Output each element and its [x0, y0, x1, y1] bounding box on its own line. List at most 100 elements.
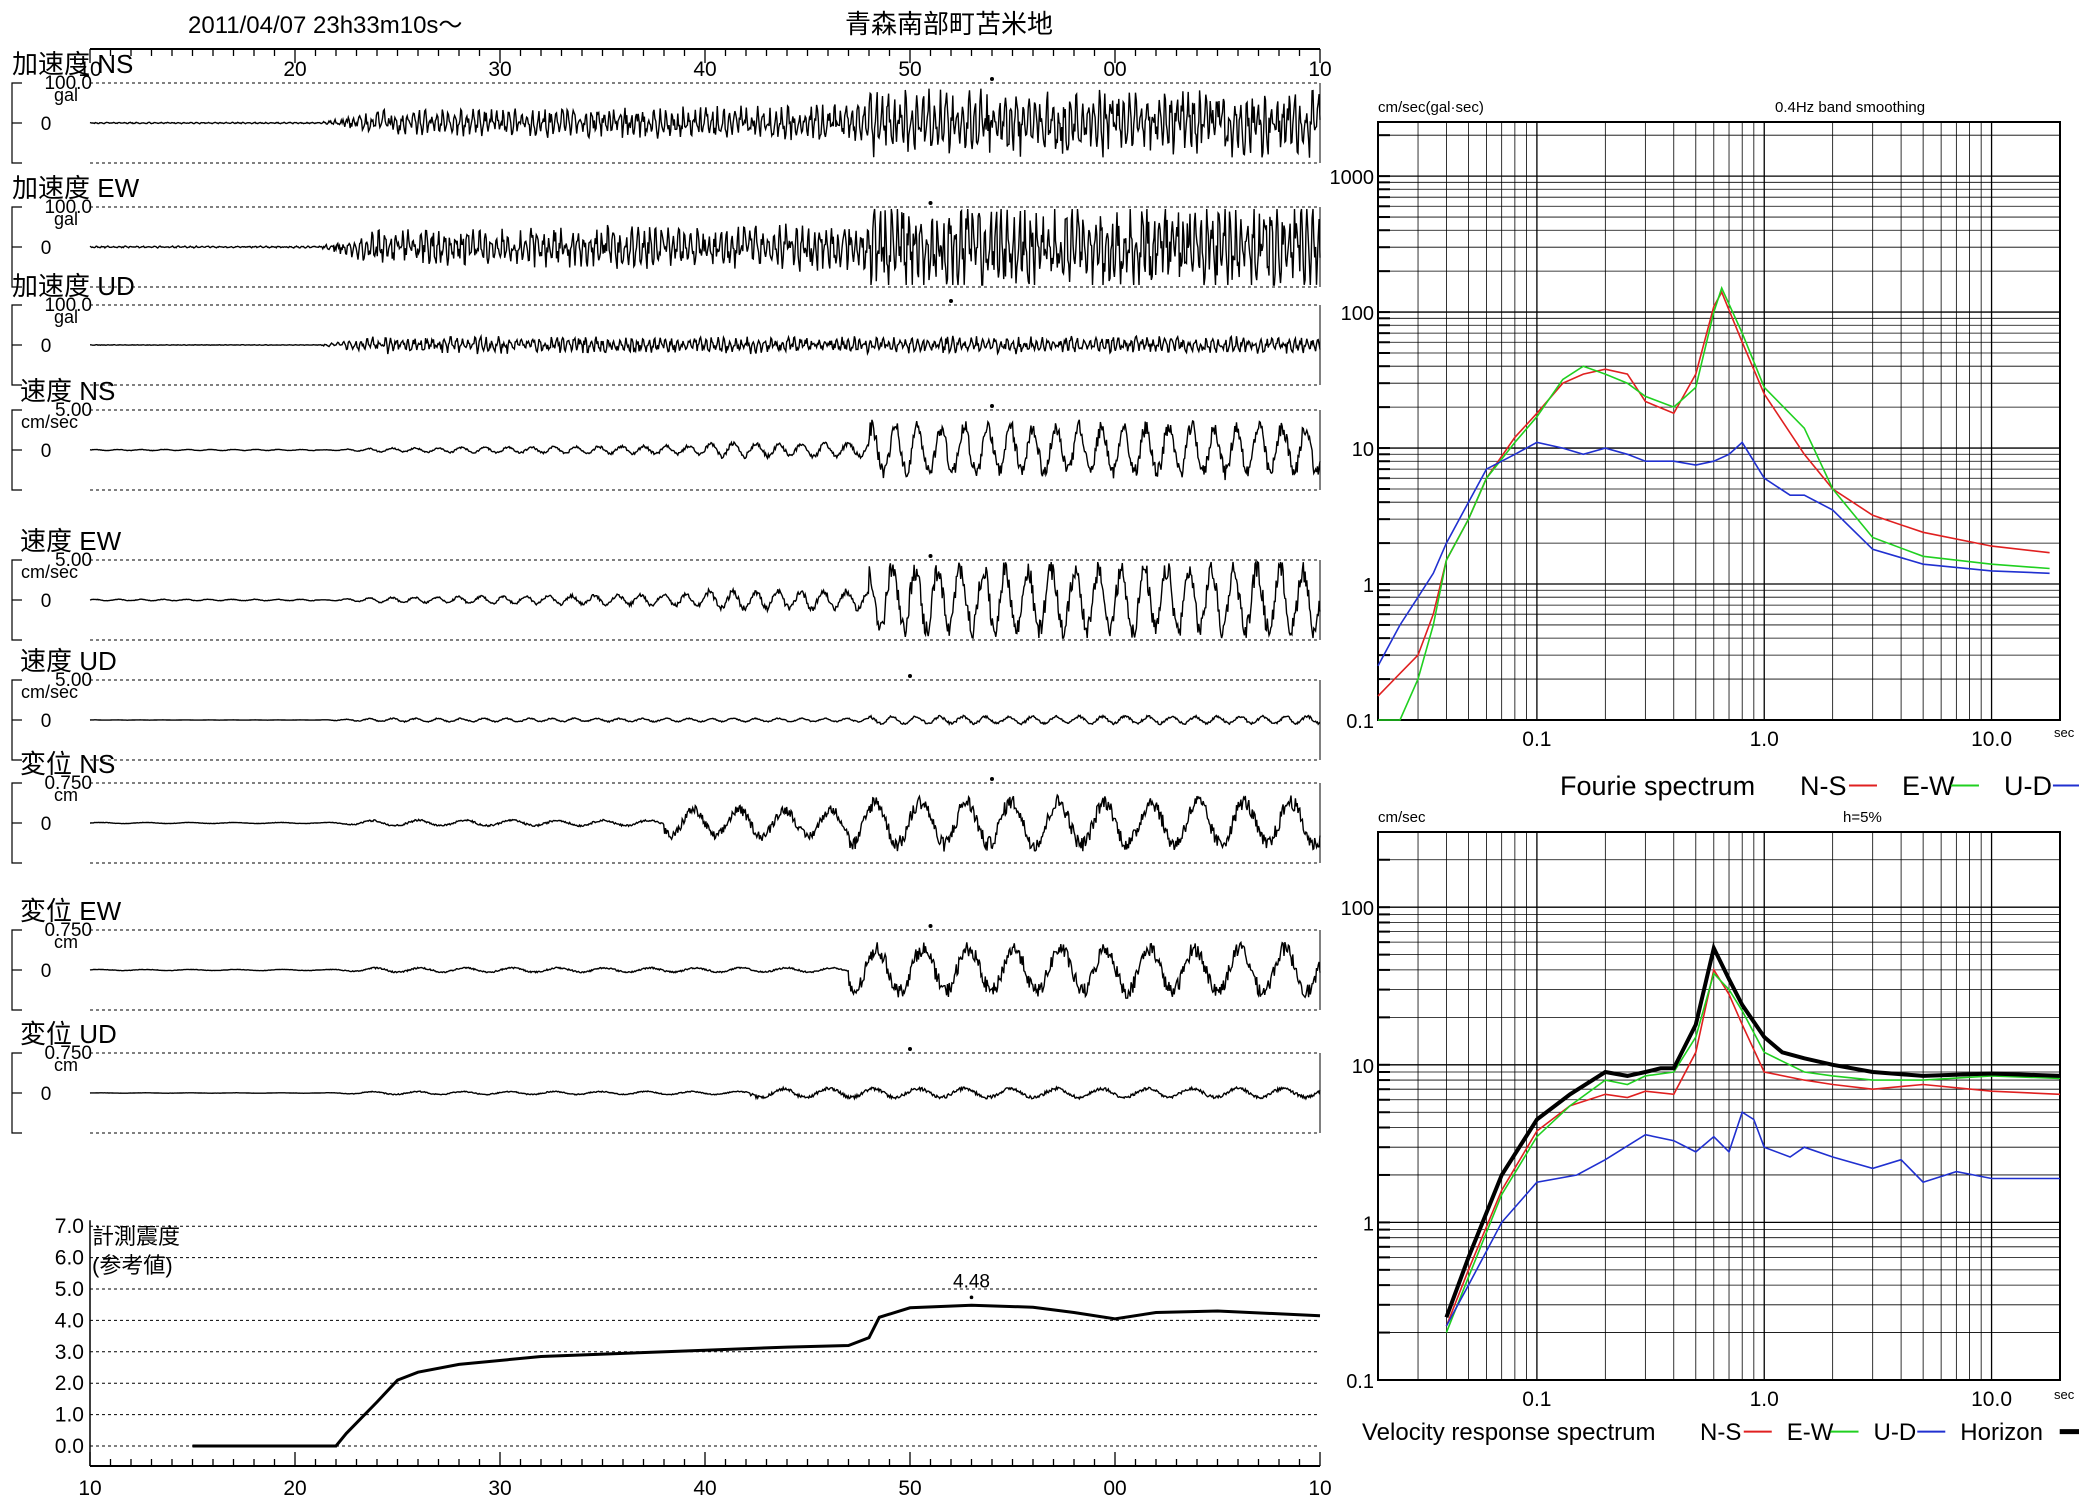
panel-label: 速度 NS — [20, 376, 115, 406]
x-tick-label: 10.0 — [1971, 1388, 2012, 1411]
panel-unit: gal — [54, 209, 78, 229]
panel-zero: 0 — [41, 238, 52, 259]
panel-zero: 0 — [41, 1084, 52, 1105]
x-tick-label: 10.0 — [1971, 728, 2012, 751]
panel-unit: cm — [54, 932, 78, 952]
station-name: 青森南部町苫米地 — [845, 9, 1053, 39]
record-datetime: 2011/04/07 23h33m10s〜 — [188, 12, 462, 39]
time-tick-label: 50 — [898, 58, 921, 81]
series-line-e-w — [1378, 285, 2050, 721]
time-tick-label: 10 — [1308, 1477, 1331, 1500]
time-tick-label: 50 — [898, 1477, 921, 1500]
waveform-trace — [89, 208, 1321, 286]
panel-unit: cm/sec — [21, 682, 78, 702]
time-tick-label: 40 — [693, 1477, 716, 1500]
y-tick-label: 1 — [1363, 575, 1374, 597]
time-tick-label: 10 — [1308, 58, 1331, 81]
waveform-trace — [89, 1085, 1321, 1101]
x-tick-label: 0.1 — [1522, 728, 1551, 751]
panel-label: 変位 NS — [20, 749, 115, 779]
series-line-u-d — [1377, 441, 2050, 667]
response-legend: Velocity response spectrum N-S E-W U-D Hori… — [1362, 1419, 2079, 1446]
x-tick-label: 1.0 — [1750, 728, 1779, 751]
intensity-line — [192, 1303, 1321, 1448]
y-tick-label: 10 — [1352, 439, 1374, 461]
waveform-trace — [89, 559, 1321, 640]
panel-unit: gal — [54, 307, 78, 327]
peak-marker — [908, 674, 912, 678]
legend-label: E-W — [1787, 1419, 1834, 1446]
intensity-tick-label: 0.0 — [55, 1435, 84, 1458]
panel-scale: 5.00 — [55, 550, 92, 571]
panel-label: 加速度 UD — [12, 271, 135, 301]
panel-zero: 0 — [41, 961, 52, 982]
panel-unit: cm — [54, 785, 78, 805]
panel-zero: 0 — [41, 336, 52, 357]
peak-marker — [990, 404, 994, 408]
fourier-x-unit: sec — [2054, 725, 2075, 740]
intensity-tick-label: 7.0 — [55, 1215, 84, 1238]
waveform-trace — [89, 714, 1321, 726]
x-tick-label: 1.0 — [1750, 1388, 1779, 1411]
intensity-chart: 計測震度 (参考値) 7.0 6.0 5.0 4.0 3.0 2.0 1.0 0.0 4.48 — [55, 1215, 1321, 1466]
waveform-trace — [89, 88, 1321, 158]
y-tick-label: 0.1 — [1346, 1371, 1374, 1393]
intensity-tick-label: 3.0 — [55, 1341, 84, 1364]
panel-label: 加速度 EW — [12, 173, 140, 203]
response-legend-title: Velocity response spectrum — [1362, 1419, 1655, 1446]
panel-scale: 0.750 — [44, 920, 92, 941]
time-tick-label: 00 — [1103, 1477, 1126, 1500]
response-y-unit: cm/sec — [1378, 809, 1426, 826]
intensity-tick-label: 4.0 — [55, 1309, 84, 1332]
legend-label: N-S — [1700, 1419, 1741, 1446]
peak-marker — [928, 201, 933, 205]
panel-unit: cm — [54, 1055, 78, 1075]
peak-marker — [928, 554, 933, 558]
bottom-time-axis: 10 20 30 40 50 00 10 — [78, 1452, 1332, 1500]
series-line-u-d — [1445, 1110, 2060, 1327]
x-tick-label: 0.1 — [1522, 1388, 1551, 1411]
intensity-tick-label: 1.0 — [55, 1404, 84, 1427]
response-spectrum-chart: cm/sec h=5% sec 0.1 1.0 10.0 0.1 1 10 100 — [1341, 809, 2075, 1411]
panel-scale: 5.00 — [55, 670, 92, 691]
top-time-axis: 10 20 30 40 50 00 10 — [78, 48, 1332, 81]
panel-zero: 0 — [41, 441, 52, 462]
panel-scale: 100.0 — [44, 73, 92, 94]
panel-zero: 0 — [41, 814, 52, 835]
peak-marker — [990, 77, 994, 81]
panel-zero: 0 — [41, 711, 52, 732]
series-line-n-s — [1445, 967, 2061, 1327]
response-note: h=5% — [1843, 809, 1882, 826]
panel-scale: 100.0 — [44, 197, 92, 218]
waveform-trace — [89, 940, 1321, 999]
waveform-trace — [89, 419, 1321, 481]
response-x-unit: sec — [2054, 1387, 2075, 1402]
time-tick-label: 40 — [693, 58, 716, 81]
intensity-max-label: 4.48 — [953, 1271, 990, 1292]
time-tick-label: 10 — [78, 58, 101, 81]
legend-label: N-S — [1800, 771, 1847, 801]
time-tick-label: 20 — [283, 58, 306, 81]
y-tick-label: 100 — [1341, 303, 1374, 325]
y-tick-label: 0.1 — [1346, 711, 1374, 733]
intensity-label-2: (参考値) — [92, 1253, 173, 1278]
panel-scale: 100.0 — [44, 295, 92, 316]
fourier-note: 0.4Hz band smoothing — [1775, 99, 1925, 116]
intensity-max-marker — [969, 1295, 974, 1300]
fourier-legend-title: Fourie spectrum — [1560, 771, 1755, 801]
time-tick-label: 00 — [1103, 58, 1126, 81]
time-tick-label: 30 — [488, 1477, 511, 1500]
panel-label: 加速度 NS — [12, 49, 133, 79]
legend-label: U-D — [1874, 1419, 1917, 1446]
y-tick-label: 1 — [1363, 1213, 1374, 1235]
panel-unit: cm/sec — [21, 562, 78, 582]
legend-label: E-W — [1902, 771, 1955, 801]
waveform-trace — [90, 333, 1321, 356]
